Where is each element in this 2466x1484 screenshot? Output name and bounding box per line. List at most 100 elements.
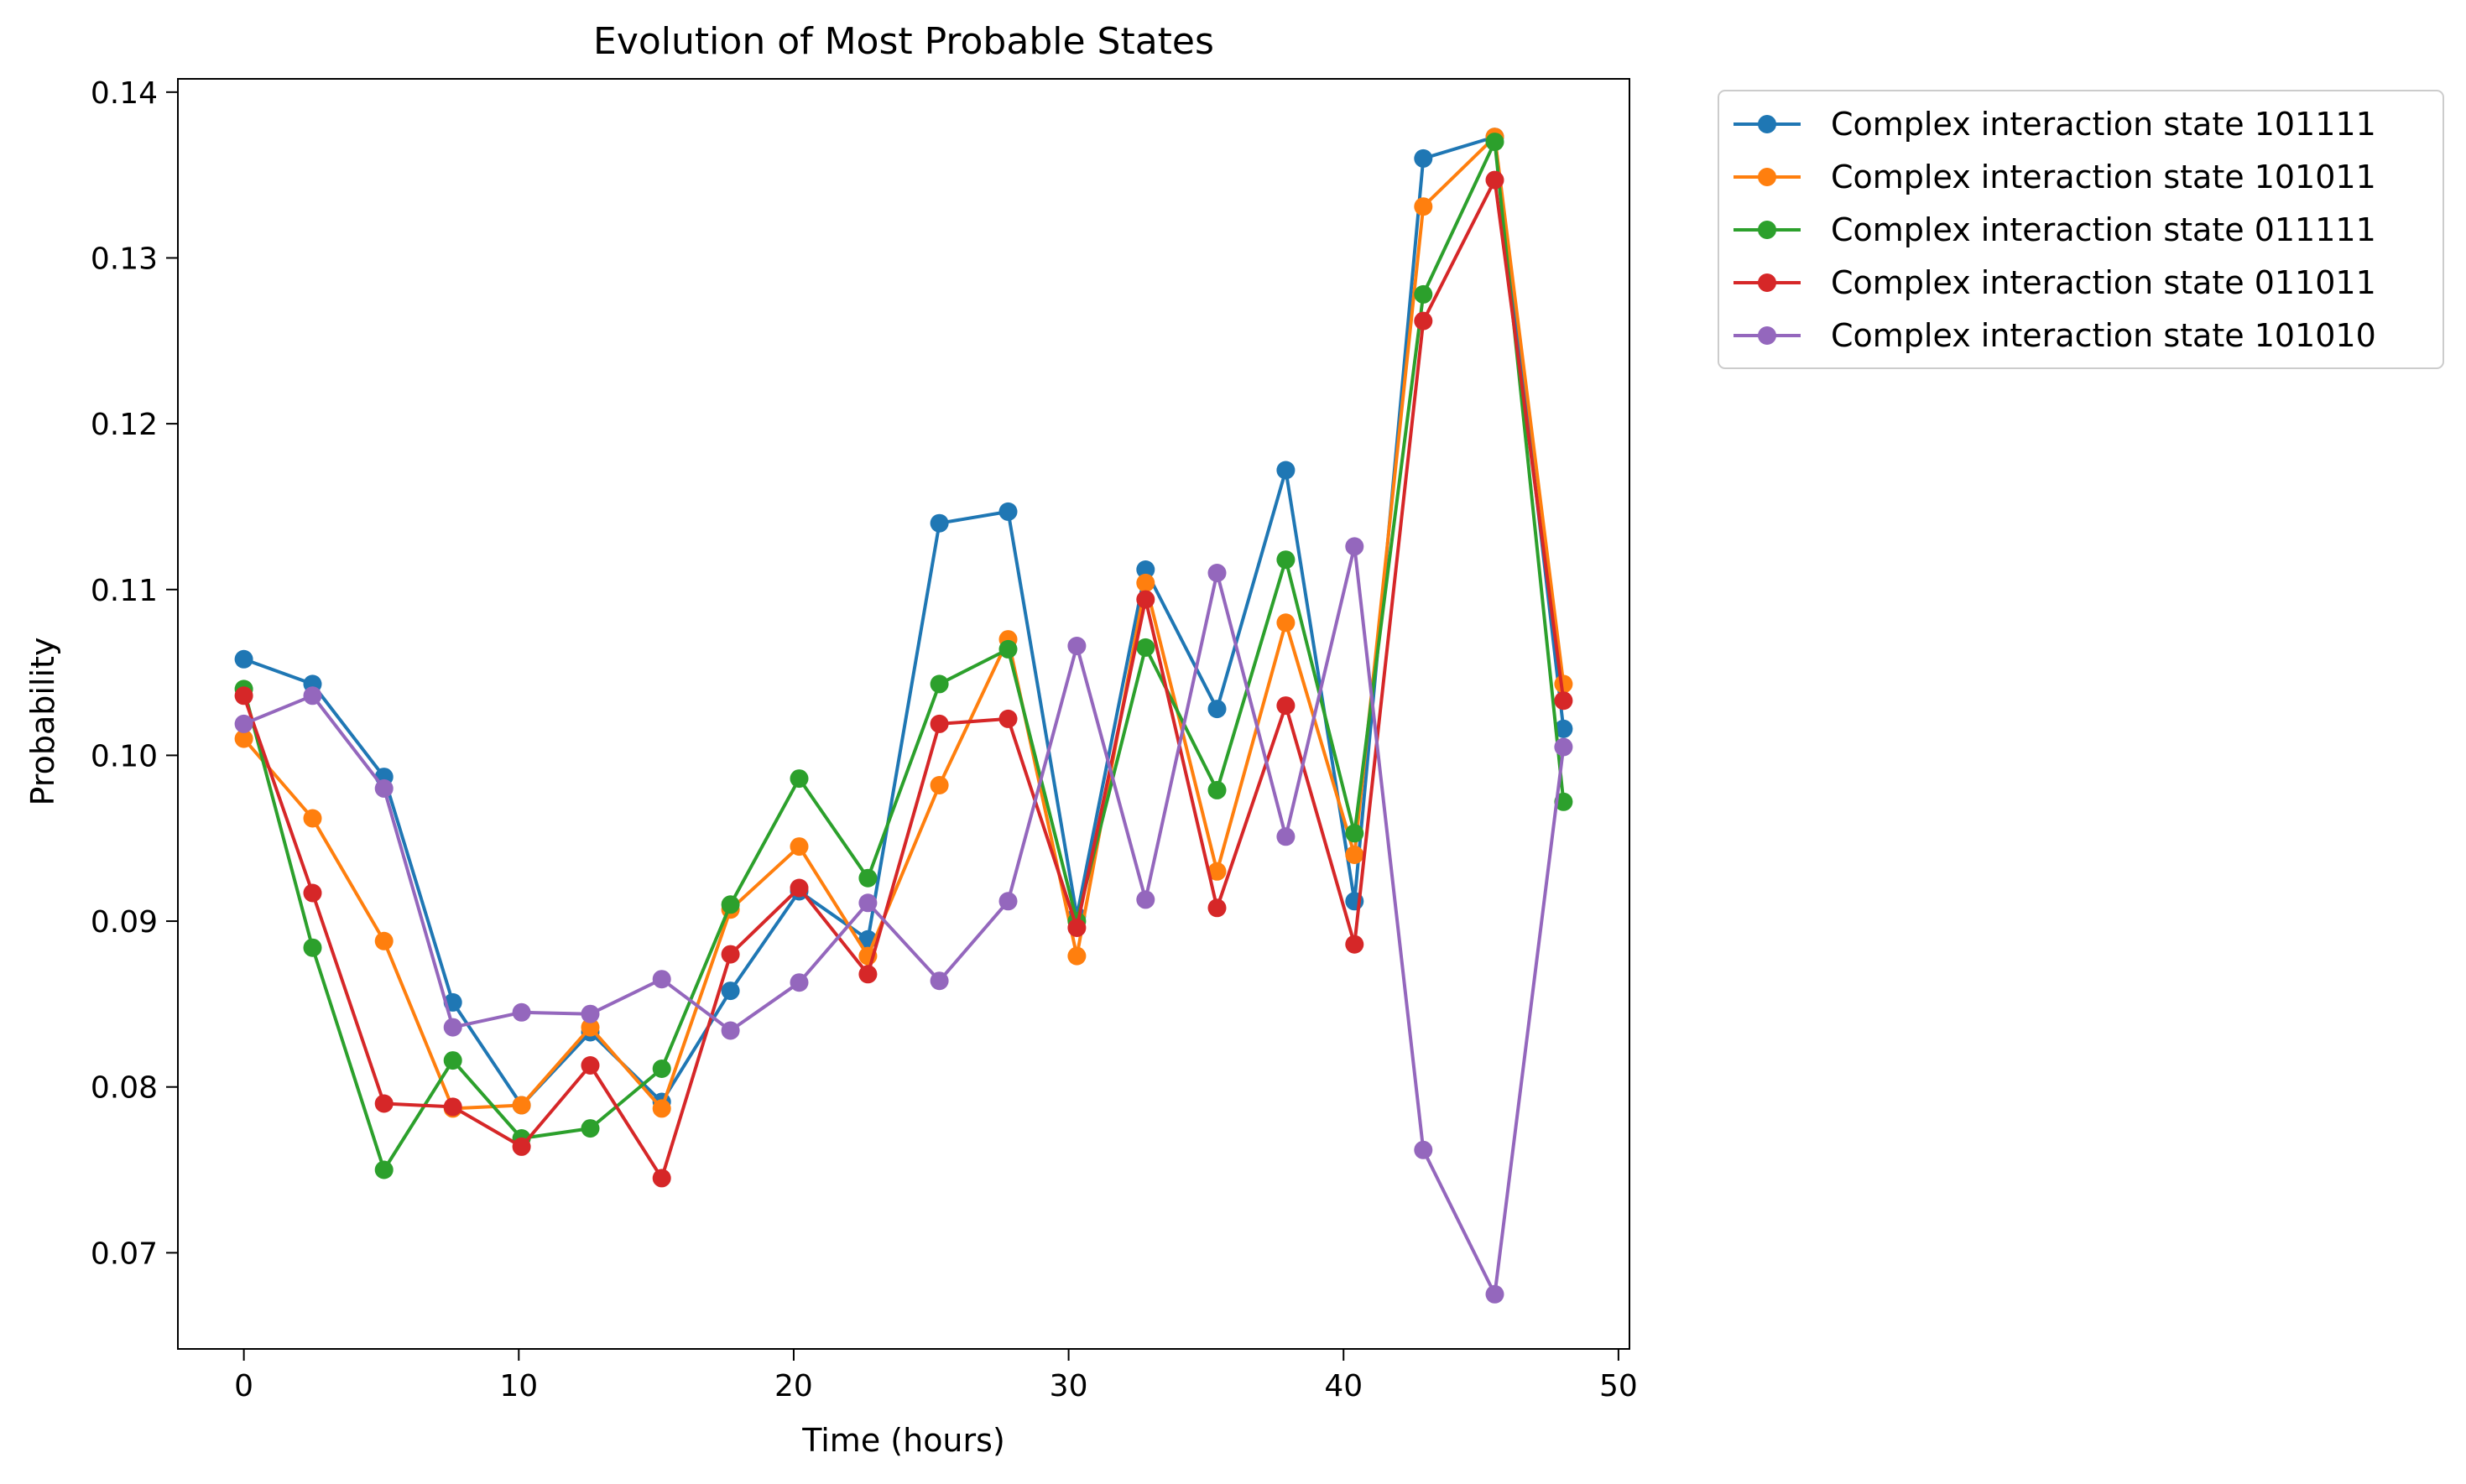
data-point xyxy=(1485,170,1504,190)
y-tick-label: 0.08 xyxy=(91,1071,158,1106)
data-point xyxy=(374,778,394,798)
x-axis-label: Time (hours) xyxy=(801,1422,1005,1459)
data-point xyxy=(790,973,809,992)
x-tick-label: 40 xyxy=(1324,1369,1363,1403)
data-point xyxy=(1414,197,1433,216)
series-3 xyxy=(234,133,1573,1179)
legend-item: Complex interaction state 101011 xyxy=(1733,159,2376,195)
legend-label: Complex interaction state 101011 xyxy=(1831,159,2376,195)
data-point xyxy=(1485,1284,1504,1304)
data-point xyxy=(374,1160,394,1179)
data-point xyxy=(652,1169,671,1188)
data-point xyxy=(998,639,1018,659)
data-point xyxy=(1276,613,1296,633)
series-5 xyxy=(234,537,1573,1304)
data-point xyxy=(721,895,740,914)
legend-marker xyxy=(1758,326,1776,345)
data-point xyxy=(512,1002,531,1022)
data-point xyxy=(1276,461,1296,480)
data-point xyxy=(790,837,809,857)
legend-marker xyxy=(1758,221,1776,239)
data-point xyxy=(303,686,322,706)
data-point xyxy=(858,868,878,888)
data-point xyxy=(512,1096,531,1115)
data-point xyxy=(1554,719,1573,738)
y-axis-label: Probability xyxy=(24,638,61,806)
data-point xyxy=(1414,311,1433,331)
series-line xyxy=(242,135,1566,1107)
data-point xyxy=(998,892,1018,911)
data-point xyxy=(1136,638,1155,657)
data-point xyxy=(1276,550,1296,570)
series-4 xyxy=(234,170,1573,1188)
data-point xyxy=(998,502,1018,521)
data-point xyxy=(1136,560,1155,579)
legend-label: Complex interaction state 101010 xyxy=(1831,317,2376,354)
data-point xyxy=(1414,148,1433,168)
legend-label: Complex interaction state 011111 xyxy=(1831,211,2376,248)
data-point xyxy=(790,769,809,789)
data-point xyxy=(234,686,253,706)
data-point xyxy=(1207,898,1227,918)
y-tick-label: 0.10 xyxy=(91,739,158,773)
data-point xyxy=(443,1051,462,1070)
data-point xyxy=(1207,862,1227,881)
plot-area xyxy=(234,128,1573,1304)
legend: Complex interaction state 101111 Complex … xyxy=(1718,90,2444,369)
data-point xyxy=(930,513,949,533)
data-point xyxy=(234,649,253,669)
series-line xyxy=(242,135,1566,1111)
data-point xyxy=(581,1056,600,1075)
plot-frame xyxy=(177,78,1630,1350)
legend-marker xyxy=(1758,273,1776,292)
data-point xyxy=(443,1097,462,1117)
data-point xyxy=(1554,737,1573,757)
x-tick-label: 20 xyxy=(774,1369,813,1403)
y-tick-label: 0.09 xyxy=(91,905,158,940)
series-line xyxy=(242,140,1566,1172)
data-point xyxy=(1414,284,1433,304)
data-point xyxy=(721,1021,740,1040)
series-line xyxy=(242,544,1566,1296)
data-point xyxy=(1276,696,1296,716)
y-tick-label: 0.11 xyxy=(91,574,158,608)
data-point xyxy=(1207,700,1227,719)
legend-label: Complex interaction state 011011 xyxy=(1831,264,2376,301)
data-point xyxy=(998,709,1018,728)
data-point xyxy=(930,714,949,733)
data-point xyxy=(652,970,671,989)
y-tick-label: 0.07 xyxy=(91,1237,158,1271)
data-point xyxy=(581,1004,600,1023)
y-axis: 0.07 0.08 0.09 0.10 0.11 0.12 0.13 0.14 xyxy=(91,76,178,1271)
x-tick-label: 0 xyxy=(234,1369,253,1403)
series-line xyxy=(242,178,1566,1180)
data-point xyxy=(721,945,740,964)
data-point xyxy=(1136,590,1155,609)
data-point xyxy=(303,809,322,828)
data-point xyxy=(581,1018,600,1037)
data-point xyxy=(1345,846,1364,864)
data-point xyxy=(234,714,253,733)
legend-item: Complex interaction state 011111 xyxy=(1733,211,2376,248)
data-point xyxy=(1067,637,1087,655)
chart-title: Evolution of Most Probable States xyxy=(593,20,1214,63)
data-point xyxy=(512,1137,531,1156)
data-point xyxy=(1345,824,1364,843)
data-point xyxy=(1345,537,1364,556)
data-point xyxy=(443,1018,462,1037)
data-point xyxy=(1485,133,1504,152)
data-point xyxy=(1554,691,1573,711)
data-point xyxy=(1276,827,1296,846)
data-point xyxy=(858,893,878,913)
data-point xyxy=(652,1060,671,1078)
y-tick-label: 0.14 xyxy=(91,76,158,111)
legend-item: Complex interaction state 101111 xyxy=(1733,106,2376,143)
data-point xyxy=(303,883,322,903)
data-point xyxy=(374,931,394,950)
data-point xyxy=(930,776,949,794)
data-point xyxy=(652,1099,671,1118)
data-point xyxy=(1207,780,1227,799)
legend-box xyxy=(1718,90,2444,369)
data-point xyxy=(858,965,878,984)
